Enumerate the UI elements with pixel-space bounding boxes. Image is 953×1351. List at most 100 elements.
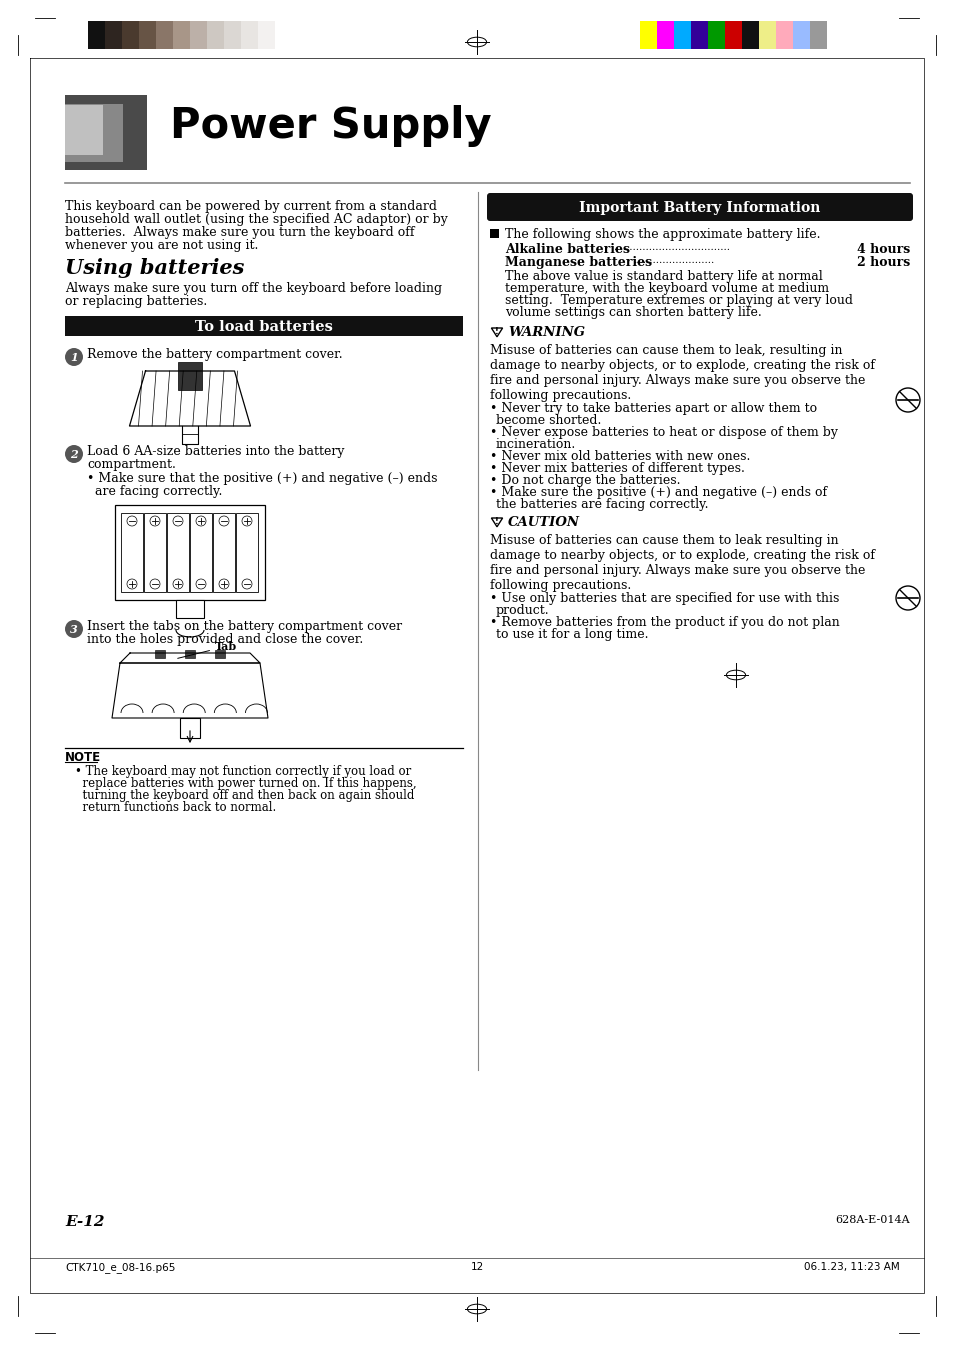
Circle shape [895, 388, 919, 412]
Circle shape [895, 586, 919, 611]
Text: household wall outlet (using the specified AC adaptor) or by: household wall outlet (using the specifi… [65, 213, 447, 226]
Bar [167, 513, 189, 592]
Text: WARNING: WARNING [507, 326, 584, 339]
Text: The following shows the approximate battery life.: The following shows the approximate batt… [504, 228, 820, 240]
Text: Power Supply: Power Supply [170, 105, 491, 147]
Bar [639, 22, 657, 49]
Circle shape [127, 516, 137, 526]
Text: 628A-E-014A: 628A-E-014A [835, 1215, 909, 1225]
Bar [214, 650, 225, 658]
Text: • Do not charge the batteries.: • Do not charge the batteries. [490, 474, 679, 486]
Text: • Never mix old batteries with new ones.: • Never mix old batteries with new ones. [490, 450, 750, 463]
Circle shape [127, 580, 137, 589]
Bar [105, 22, 122, 49]
Text: • The keyboard may not function correctly if you load or: • The keyboard may not function correctl… [75, 765, 411, 778]
Text: are facing correctly.: are facing correctly. [95, 485, 222, 499]
Text: replace batteries with power turned on. If this happens,: replace batteries with power turned on. … [75, 777, 416, 790]
Text: This keyboard can be powered by current from a standard: This keyboard can be powered by current … [65, 200, 436, 213]
Text: batteries.  Always make sure you turn the keyboard off: batteries. Always make sure you turn the… [65, 226, 414, 239]
Circle shape [195, 580, 206, 589]
Text: compartment.: compartment. [87, 458, 175, 471]
Bar [185, 650, 194, 658]
Text: .........................: ......................... [633, 255, 714, 265]
Circle shape [242, 516, 252, 526]
Text: 4 hours: 4 hours [856, 243, 909, 255]
Text: !: ! [495, 516, 498, 526]
Bar [121, 513, 143, 592]
Bar [657, 22, 673, 49]
Text: Important Battery Information: Important Battery Information [578, 201, 820, 215]
Text: Remove the battery compartment cover.: Remove the battery compartment cover. [87, 349, 342, 361]
Text: 3: 3 [71, 624, 78, 635]
Circle shape [219, 516, 229, 526]
Text: The above value is standard battery life at normal: The above value is standard battery life… [504, 270, 821, 282]
Text: into the holes provided and close the cover.: into the holes provided and close the co… [87, 634, 363, 646]
Bar [213, 513, 234, 592]
Bar [182, 434, 198, 444]
Text: product.: product. [496, 604, 549, 617]
Circle shape [65, 349, 83, 366]
Bar [809, 22, 826, 49]
Bar [724, 22, 741, 49]
Text: Load 6 AA-size batteries into the battery: Load 6 AA-size batteries into the batter… [87, 444, 344, 458]
Text: 1: 1 [71, 353, 78, 363]
Text: 2 hours: 2 hours [856, 255, 909, 269]
Bar [65, 95, 147, 170]
Bar [115, 505, 265, 600]
Bar [190, 513, 212, 592]
Text: • Make sure that the positive (+) and negative (–) ends: • Make sure that the positive (+) and ne… [87, 471, 437, 485]
Text: temperature, with the keyboard volume at medium: temperature, with the keyboard volume at… [504, 282, 828, 295]
Bar [673, 22, 690, 49]
Bar [175, 600, 204, 617]
Text: Manganese batteries: Manganese batteries [504, 255, 652, 269]
Bar [65, 104, 123, 162]
Bar [224, 22, 241, 49]
Bar [207, 22, 224, 49]
Text: incineration.: incineration. [496, 438, 576, 451]
Text: • Never mix batteries of different types.: • Never mix batteries of different types… [490, 462, 744, 476]
Text: CAUTION: CAUTION [507, 516, 579, 530]
Text: • Use only batteries that are specified for use with this: • Use only batteries that are specified … [490, 592, 839, 605]
Bar [156, 22, 172, 49]
Text: Using batteries: Using batteries [65, 258, 244, 278]
Text: 06.1.23, 11:23 AM: 06.1.23, 11:23 AM [803, 1262, 899, 1273]
Text: Alkaline batteries: Alkaline batteries [504, 243, 629, 255]
Text: the batteries are facing correctly.: the batteries are facing correctly. [496, 499, 708, 511]
Bar [122, 22, 139, 49]
Bar [139, 22, 156, 49]
Circle shape [219, 580, 229, 589]
Bar [65, 105, 103, 155]
Text: Misuse of batteries can cause them to leak resulting in
damage to nearby objects: Misuse of batteries can cause them to le… [490, 534, 874, 592]
Text: or replacing batteries.: or replacing batteries. [65, 295, 207, 308]
Circle shape [172, 516, 183, 526]
Text: return functions back to normal.: return functions back to normal. [75, 801, 276, 815]
Bar [690, 22, 707, 49]
Circle shape [195, 516, 206, 526]
Bar [775, 22, 792, 49]
Text: become shorted.: become shorted. [496, 413, 600, 427]
Bar [274, 22, 292, 49]
Text: !: ! [495, 327, 498, 335]
Text: to use it for a long time.: to use it for a long time. [496, 628, 648, 640]
Bar [235, 513, 257, 592]
Text: • Never expose batteries to heat or dispose of them by: • Never expose batteries to heat or disp… [490, 426, 837, 439]
Text: volume settings can shorten battery life.: volume settings can shorten battery life… [504, 305, 760, 319]
Text: Insert the tabs on the battery compartment cover: Insert the tabs on the battery compartme… [87, 620, 402, 634]
Bar [88, 22, 105, 49]
Circle shape [150, 516, 160, 526]
FancyBboxPatch shape [486, 193, 912, 222]
Text: 2: 2 [71, 449, 78, 459]
Bar [180, 717, 200, 738]
Bar [178, 362, 202, 390]
Text: Always make sure you turn off the keyboard before loading: Always make sure you turn off the keyboa… [65, 282, 441, 295]
Text: • Make sure the positive (+) and negative (–) ends of: • Make sure the positive (+) and negativ… [490, 486, 826, 499]
Text: • Never try to take batteries apart or allow them to: • Never try to take batteries apart or a… [490, 403, 817, 415]
Circle shape [172, 580, 183, 589]
Bar [144, 513, 166, 592]
Text: To load batteries: To load batteries [194, 320, 333, 334]
Text: turning the keyboard off and then back on again should: turning the keyboard off and then back o… [75, 789, 414, 802]
Bar [707, 22, 724, 49]
Bar [154, 650, 165, 658]
Bar [759, 22, 775, 49]
Bar [257, 22, 274, 49]
